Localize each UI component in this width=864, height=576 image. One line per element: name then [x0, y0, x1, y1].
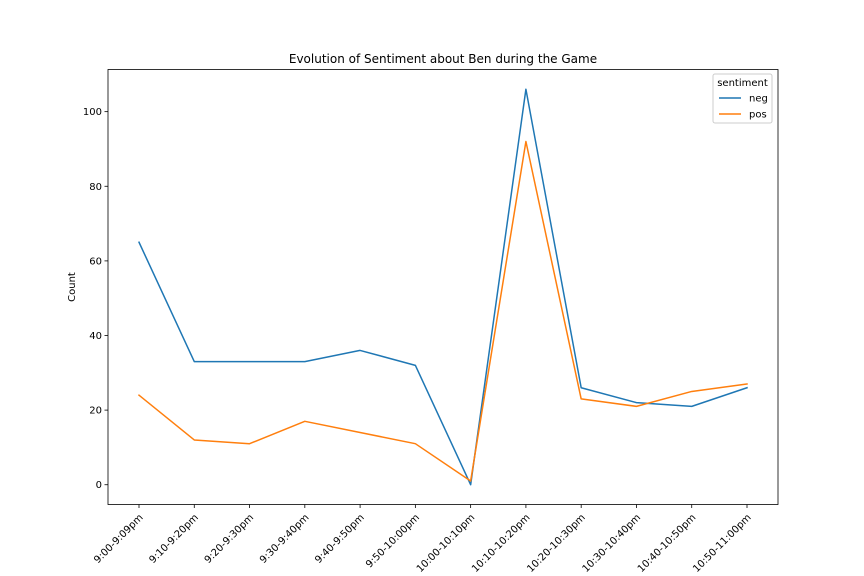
series-line-neg — [138, 88, 748, 486]
legend-box — [712, 73, 773, 124]
x-tick-label: 10:10-10:20pm — [470, 512, 532, 574]
y-tick-label: 80 — [89, 182, 102, 193]
y-tick-label: 60 — [89, 256, 102, 267]
legend-label-neg: neg — [749, 94, 768, 105]
x-tick-label: 10:00-10:10pm — [415, 512, 477, 574]
y-axis: 0 20 40 60 80 100 — [83, 107, 108, 491]
x-tick-label: 9:10-9:20pm — [147, 512, 200, 565]
legend: sentiment neg pos — [712, 73, 773, 124]
y-tick-label: 20 — [89, 406, 102, 417]
x-tick-label: 9:50-10:00pm — [364, 512, 422, 570]
x-tick-label: 10:50-11:00pm — [691, 512, 753, 574]
series-lines — [137, 88, 748, 486]
x-axis: 9:00-9:09pm 9:10-9:20pm 9:20-9:30pm 9:30-9:… — [92, 504, 754, 575]
x-tick-label: 9:40-9:50pm — [313, 512, 366, 565]
chart-title: Evolution of Sentiment about Ben during … — [289, 52, 597, 66]
x-tick-label: 9:00-9:09pm — [92, 512, 145, 565]
x-tick-label: 10:40-10:50pm — [636, 512, 698, 574]
x-tick-label: 9:30-9:40pm — [258, 512, 311, 565]
y-tick-label: 40 — [89, 331, 102, 342]
x-tick-label: 10:20-10:30pm — [525, 512, 587, 574]
y-tick-label: 100 — [83, 107, 102, 118]
legend-label-pos: pos — [749, 110, 767, 121]
series-line-pos — [137, 140, 748, 482]
y-axis-label: Count — [67, 272, 78, 302]
y-tick-label: 0 — [96, 480, 102, 491]
plot-frame — [107, 69, 779, 505]
x-tick-label: 10:30-10:40pm — [581, 512, 643, 574]
x-tick-label: 9:20-9:30pm — [203, 512, 256, 565]
legend-title: sentiment — [717, 78, 768, 89]
